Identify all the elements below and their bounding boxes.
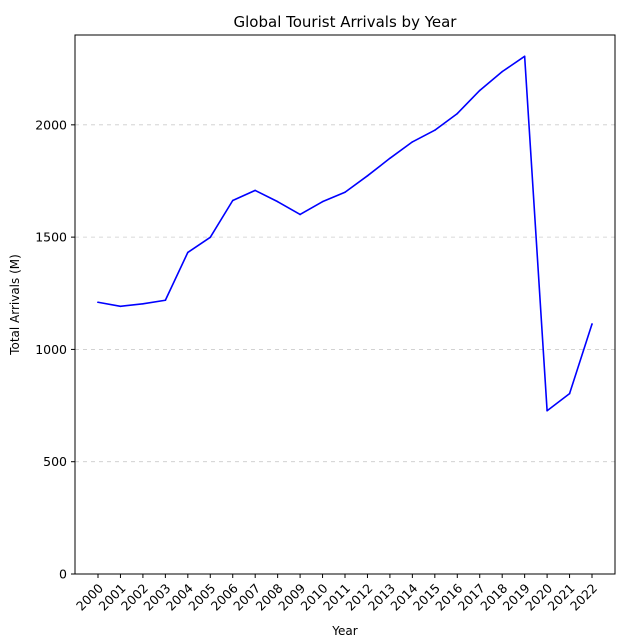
data-point <box>568 392 571 395</box>
series-layer <box>97 55 593 412</box>
data-point <box>478 89 481 92</box>
y-tick-label: 2000 <box>35 117 67 132</box>
data-point <box>142 303 144 305</box>
data-point <box>501 70 503 73</box>
data-point <box>411 141 414 143</box>
series-line <box>97 55 593 412</box>
x-axis-label: Year <box>331 624 357 638</box>
data-point <box>97 301 99 304</box>
y-tick-label: 1000 <box>35 342 67 357</box>
data-point <box>254 189 256 192</box>
y-axis: 0 500 1000 1500 2000 <box>35 117 75 582</box>
data-point <box>546 409 548 412</box>
data-point <box>344 191 346 194</box>
y-tick-label: 500 <box>43 454 67 469</box>
data-point <box>276 200 279 203</box>
data-point <box>591 323 593 325</box>
grid-lines <box>75 124 615 463</box>
data-point <box>456 112 459 115</box>
data-point <box>523 55 526 58</box>
x-axis: 2000200120022003200420052006200720082009… <box>73 574 600 614</box>
data-point <box>321 200 324 203</box>
data-point <box>164 299 167 302</box>
data-point <box>231 199 234 202</box>
data-point <box>187 251 189 254</box>
chart-title: Global Tourist Arrivals by Year <box>234 13 458 31</box>
data-point <box>434 129 436 132</box>
y-axis-label: Total Arrivals (M) <box>8 254 22 356</box>
data-point <box>209 236 212 239</box>
data-point <box>366 175 369 177</box>
y-tick-label: 0 <box>59 567 67 582</box>
data-point <box>299 213 301 216</box>
y-tick-label: 1500 <box>35 230 67 245</box>
plot-frame <box>74 34 616 575</box>
data-point <box>389 157 391 160</box>
data-point <box>119 305 122 308</box>
